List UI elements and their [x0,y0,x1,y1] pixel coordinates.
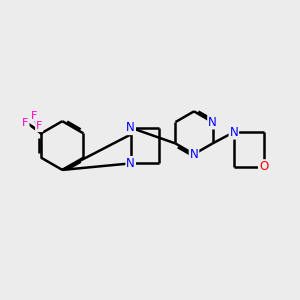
Text: N: N [126,121,135,134]
Text: O: O [259,160,268,173]
Text: N: N [126,157,135,170]
Text: N: N [208,116,217,129]
Text: N: N [190,148,198,161]
Text: F: F [31,110,38,121]
Text: F: F [22,118,28,128]
Text: F: F [36,121,42,131]
Text: N: N [230,126,238,139]
